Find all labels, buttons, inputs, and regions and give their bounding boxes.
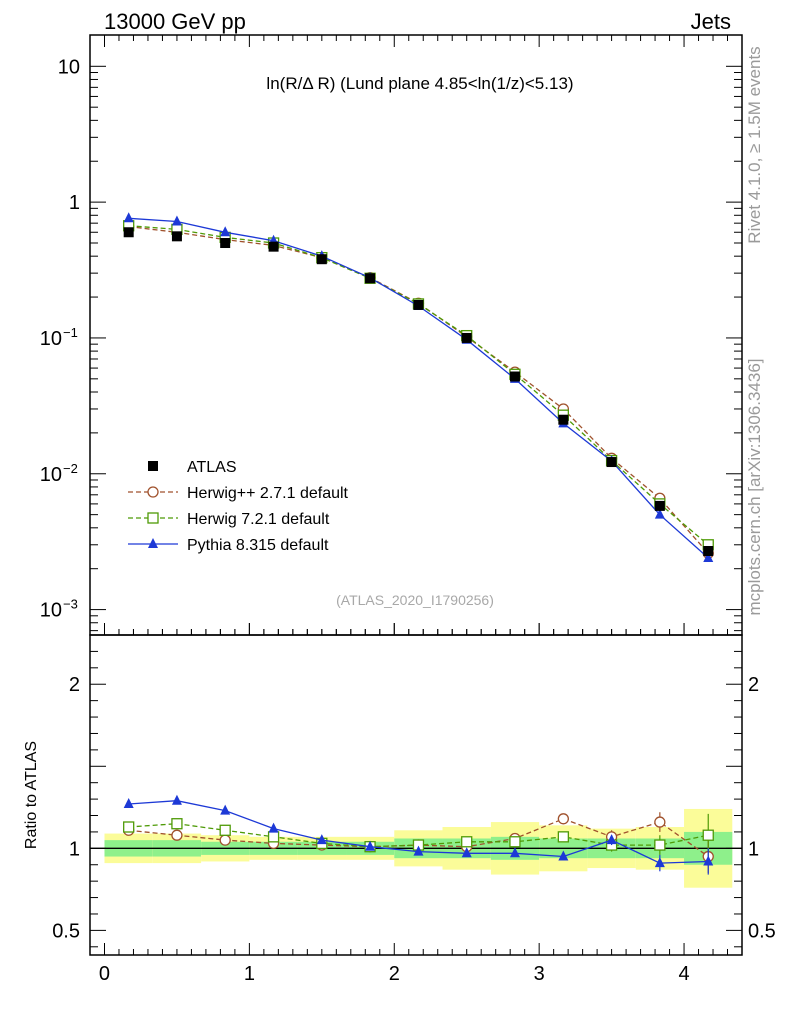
ratio-y-tick-label-right: 2 [748, 674, 759, 696]
header-process: Jets [691, 9, 731, 34]
ratio-point [220, 804, 231, 815]
ratio-point [557, 813, 570, 825]
legend-marker [147, 486, 159, 498]
data-point [220, 238, 231, 249]
ratio-point [171, 829, 183, 841]
data-point [268, 241, 279, 252]
ratio-point [171, 818, 183, 830]
ratio-point [268, 822, 279, 833]
x-tick-label: 4 [678, 963, 689, 985]
data-point [316, 254, 327, 265]
y-tick-label-exponent: −3 [63, 597, 78, 612]
y-tick-label: 10 [40, 328, 62, 350]
ratio-point [316, 834, 327, 845]
x-tick-label: 1 [244, 963, 255, 985]
series-3 [123, 212, 714, 562]
data-point [461, 332, 472, 343]
ratio-point [654, 839, 666, 851]
ratio-point [509, 847, 520, 858]
ratio-point [654, 816, 666, 828]
rivet-version-label: Rivet 4.1.0, ≥ 1.5M events [745, 46, 764, 243]
ratio-y-tick-label-right: 0.5 [748, 920, 776, 942]
legend-marker [148, 461, 158, 471]
ratio-panel-frame [89, 634, 743, 956]
ratio-point [558, 850, 569, 861]
data-point [123, 227, 134, 238]
ratio-point [461, 836, 473, 848]
ratio-y-tick-label: 2 [69, 674, 80, 696]
legend-label: Herwig 7.2.1 default [187, 511, 330, 528]
ratio-point [123, 821, 135, 833]
ratio-point [413, 845, 424, 856]
data-point [654, 500, 665, 511]
data-point [703, 551, 714, 562]
series-0 [123, 227, 714, 557]
series-line [128, 225, 709, 554]
ratio-point [267, 831, 280, 843]
ratio-point [606, 834, 617, 845]
ratio-series-2 [123, 813, 714, 857]
ratio-point [461, 847, 472, 858]
ratio-point [219, 824, 231, 836]
x-tick-label: 3 [534, 963, 545, 985]
legend-item: Herwig++ 2.7.1 default [128, 485, 349, 502]
ratio-point [557, 831, 570, 843]
data-point [509, 371, 520, 382]
legend-item: Pythia 8.315 default [128, 537, 329, 554]
data-point [365, 273, 376, 284]
x-tick-label: 2 [389, 963, 400, 985]
series-line [128, 217, 709, 559]
ratio-point [702, 829, 714, 841]
data-point [413, 299, 424, 310]
series-1 [123, 220, 714, 559]
data-point [654, 508, 665, 519]
data-point [220, 226, 231, 237]
ratio-point [509, 836, 521, 848]
x-tick-label: 0 [99, 963, 110, 985]
data-point [703, 546, 714, 557]
ratio-panel: 0 1 2 3 4 2 2 1 1 0.5 0.5 Ratio to ATLAS [23, 623, 776, 985]
mcplots-label: mcplots.cern.ch [arXiv:1306.3436] [745, 358, 764, 615]
legend-item: Herwig 7.2.1 default [128, 511, 330, 528]
legend: ATLAS Herwig++ 2.7.1 default Herwig 7.2.1 … [128, 459, 349, 554]
y-tick-label-exponent: −2 [63, 461, 78, 476]
y-tick-label: 10 [58, 56, 80, 78]
ratio-y-tick-label: 0.5 [52, 920, 80, 942]
y-tick-label-exponent: −1 [63, 325, 78, 340]
legend-item: ATLAS [148, 459, 237, 476]
ratio-point [365, 840, 376, 851]
plot-title: ln(R/Δ R) (Lund plane 4.85<ln(1/z)<5.13) [266, 74, 573, 93]
ratio-y-tick-label: 1 [69, 838, 80, 860]
ratio-point [123, 798, 134, 809]
ratio-series-3 [123, 794, 714, 875]
analysis-id: (ATLAS_2020_I1790256) [336, 592, 494, 608]
data-point [171, 215, 182, 226]
legend-marker [148, 538, 158, 548]
data-point [558, 414, 569, 425]
ratio-y-axis-label: Ratio to ATLAS [23, 741, 40, 849]
ratio-y-tick-label-right: 1 [748, 838, 759, 860]
data-point [171, 231, 182, 242]
ratio-point [219, 834, 231, 846]
ratio-point [703, 855, 714, 866]
y-tick-label: 1 [69, 192, 80, 214]
legend-marker [147, 512, 159, 524]
data-point [123, 212, 134, 223]
legend-label: Herwig++ 2.7.1 default [187, 485, 349, 502]
legend-label: ATLAS [187, 459, 237, 476]
ratio-point [171, 794, 182, 805]
ratio-point [654, 857, 665, 868]
legend-label: Pythia 8.315 default [187, 537, 329, 554]
data-point [606, 457, 617, 468]
y-tick-label: 10 [40, 464, 62, 486]
header-energy: 13000 GeV pp [104, 9, 246, 34]
y-tick-label: 10 [40, 600, 62, 622]
